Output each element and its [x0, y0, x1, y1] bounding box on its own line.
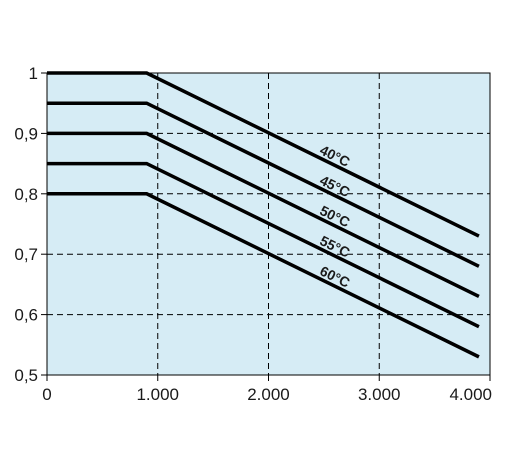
x-tick-label-4: 4.000	[449, 385, 492, 404]
series-line-1	[47, 101, 480, 268]
y-tick-label-1: 0,6	[14, 306, 38, 325]
y-tick-label-2: 0,7	[14, 245, 38, 264]
y-tick-label-3: 0,8	[14, 185, 38, 204]
x-tick-label-0: 0	[42, 385, 51, 404]
series-line-3	[47, 161, 480, 329]
y-tick-label-5: 1	[29, 64, 38, 83]
x-tick-label-2: 2.000	[247, 385, 290, 404]
series-line-2	[47, 131, 480, 299]
y-tick-label-4: 0,9	[14, 124, 38, 143]
x-tick-label-1: 1.000	[136, 385, 179, 404]
axis-ticks: 0,5 0,6 0,7 0,8 0,9 1 0 1.000 2.000 3.000 4.000	[14, 64, 492, 404]
y-tick-label-0: 0,5	[14, 366, 38, 385]
x-tick-label-3: 3.000	[358, 385, 401, 404]
series-line-4	[47, 192, 480, 359]
